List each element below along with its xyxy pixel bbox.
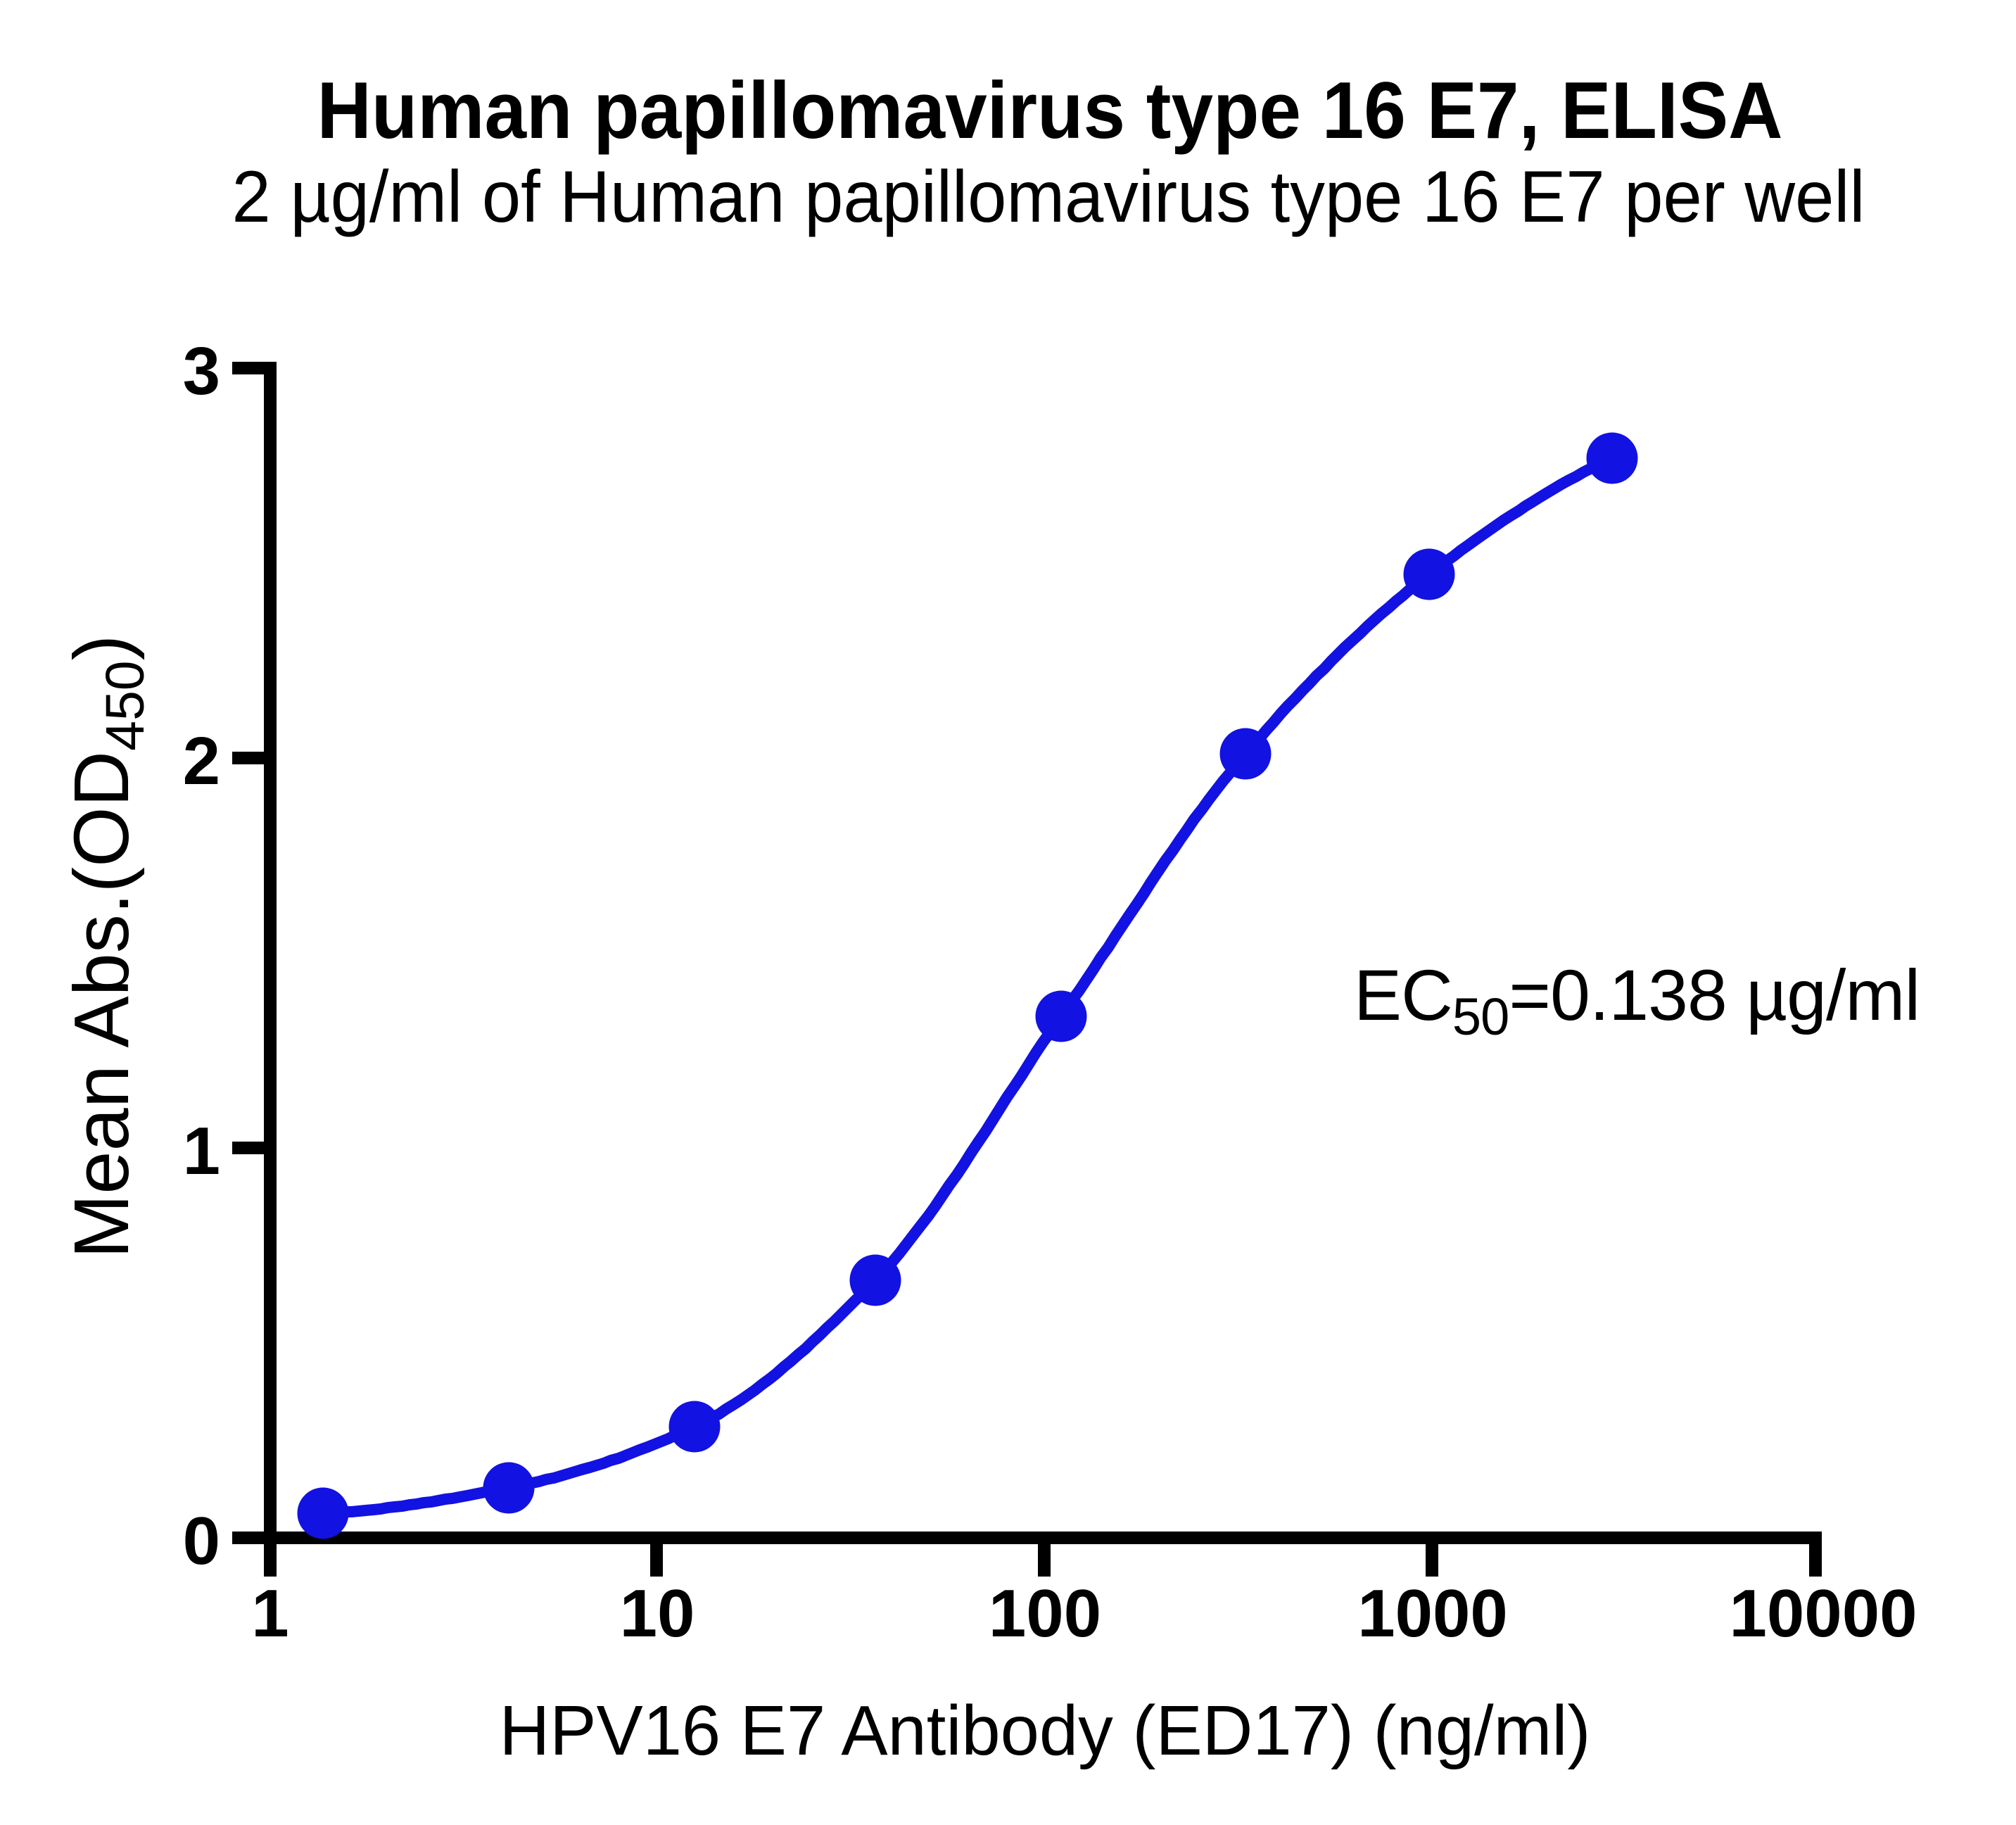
svg-text:2 µg/ml of Human papillomaviru: 2 µg/ml of Human papillomavirus type 16 …: [232, 156, 1865, 238]
svg-text:10: 10: [620, 1576, 695, 1651]
svg-text:2: 2: [183, 724, 220, 799]
svg-text:3: 3: [183, 334, 220, 409]
svg-text:1000: 1000: [1357, 1576, 1508, 1651]
svg-text:HPV16 E7 Antibody (ED17) (ng/m: HPV16 E7 Antibody (ED17) (ng/ml): [500, 1691, 1591, 1770]
svg-text:100: 100: [989, 1576, 1101, 1651]
svg-text:1: 1: [183, 1113, 220, 1189]
svg-text:EC50=0.138 µg/ml: EC50=0.138 µg/ml: [1354, 955, 1920, 1046]
svg-text:1: 1: [251, 1576, 289, 1651]
svg-text:Human papillomavirus type 16 E: Human papillomavirus type 16 E7, ELISA: [317, 66, 1783, 156]
svg-text:10000: 10000: [1730, 1576, 1917, 1651]
svg-text:0: 0: [183, 1503, 220, 1579]
